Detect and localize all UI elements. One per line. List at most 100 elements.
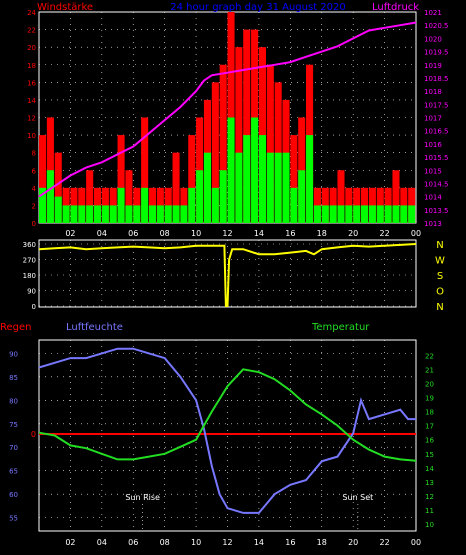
wind-y-tick: 24: [27, 9, 36, 17]
gust-bar: [274, 82, 282, 223]
pressure-tick: 1016.5: [424, 128, 449, 136]
average-bar: [298, 170, 306, 223]
temperature-tick: 13: [425, 479, 434, 487]
wind-y-tick: 22: [27, 27, 36, 35]
gust-bar: [188, 135, 196, 223]
humidity-x-tick: 14: [254, 538, 264, 547]
average-bar: [235, 152, 243, 223]
gust-bar: [392, 170, 400, 223]
temperature-tick: 19: [425, 394, 434, 402]
wind-x-tick: 14: [254, 229, 264, 238]
temperature-tick: 18: [425, 409, 434, 417]
average-bar: [93, 205, 102, 223]
wind-y-tick: 16: [27, 79, 36, 87]
gust-bar: [243, 29, 251, 224]
compass-label: N: [436, 302, 443, 313]
compass-label: N: [436, 240, 443, 251]
gust-bar: [148, 187, 157, 223]
pressure-tick: 1015.5: [424, 154, 449, 162]
gust-bar: [93, 187, 102, 223]
average-bar: [376, 205, 384, 223]
temperature-tick: 11: [425, 507, 434, 515]
gust-bar: [408, 187, 416, 223]
average-bar: [227, 117, 235, 223]
average-bar: [164, 205, 172, 223]
gust-bar: [39, 135, 47, 223]
direction-y-ticks: 0 90 180 270 360: [23, 241, 36, 311]
direction-y-tick: 270: [23, 257, 36, 265]
gust-bar: [117, 135, 125, 223]
average-bar: [282, 152, 290, 223]
pressure-tick: 1018: [424, 88, 442, 96]
humidity-x-tick: 02: [65, 538, 75, 547]
humidity-axis-label: Luftfeuchte: [66, 322, 123, 333]
average-bar: [345, 205, 353, 223]
average-bar: [219, 170, 227, 223]
chart-title: 24 hour graph day 31 August 2020: [170, 2, 346, 13]
average-bar: [156, 205, 164, 223]
humidity-x-tick: 16: [285, 538, 295, 547]
average-bar: [172, 205, 180, 223]
pressure-tick: 1020.5: [424, 22, 449, 30]
direction-y-tick: 360: [23, 241, 36, 249]
wind-x-tick: 20: [348, 229, 358, 238]
humidity-x-tick: 12: [222, 538, 232, 547]
wind-y-tick: 0: [32, 220, 36, 228]
sun-label: Sun Rise: [125, 493, 160, 502]
gust-bar: [321, 187, 329, 223]
sun-label: Sun Set: [342, 493, 373, 502]
gust-bar: [266, 64, 274, 223]
average-bar: [266, 152, 274, 223]
pressure-tick: 1017.5: [424, 101, 449, 109]
gust-bar: [400, 187, 408, 223]
average-bar: [148, 205, 157, 223]
gust-bar: [384, 187, 392, 223]
wind-x-tick: 08: [160, 229, 170, 238]
humidity-tick: 55: [9, 515, 18, 523]
wind-x-tick: 06: [128, 229, 138, 238]
humidity-x-ticks: 02 04 06 08 10 12 14 16 18 20 22 00: [65, 538, 421, 547]
average-bar: [109, 205, 117, 223]
gust-bar: [156, 187, 164, 223]
average-bar: [86, 205, 94, 223]
humidity-x-tick: 18: [317, 538, 327, 547]
average-bar: [141, 187, 149, 223]
gust-bar: [78, 187, 86, 223]
average-bar: [78, 205, 86, 223]
pressure-tick: 1017: [424, 115, 442, 123]
temperature-tick: 16: [425, 437, 434, 445]
humidity-tick: 70: [9, 444, 18, 452]
gust-bar: [313, 187, 321, 223]
average-bar: [400, 205, 408, 223]
temperature-line: [38, 368, 417, 462]
humidity-line: [38, 347, 416, 514]
gust-bar: [337, 170, 345, 223]
pressure-tick: 1018.5: [424, 75, 449, 83]
humidity-tick: 75: [9, 421, 18, 429]
gust-bar: [235, 47, 243, 223]
temperature-tick: 21: [425, 366, 434, 374]
wind-x-tick: 12: [222, 229, 232, 238]
average-bar: [243, 135, 251, 223]
wind-y-tick: 2: [32, 202, 36, 210]
temperature-ticks: 10 11 12 13 14 15 16 17 18 19 20 21 22: [425, 352, 434, 529]
gust-bar: [109, 187, 117, 223]
average-bar: [337, 205, 345, 223]
average-bar: [117, 187, 125, 223]
wind-x-tick: 00: [411, 229, 421, 238]
gust-bar: [180, 187, 188, 223]
wind-y-tick: 12: [27, 115, 36, 123]
humidity-tick: 60: [9, 491, 18, 499]
gust-bar: [54, 152, 62, 223]
wind-x-tick: 16: [285, 229, 295, 238]
pressure-axis-label: Luftdruck: [372, 2, 419, 13]
average-bar: [368, 205, 376, 223]
pressure-ticks: 1013 1013.5 1014 1014.5 1015 1015.5 1016 1016.5…: [424, 9, 449, 228]
average-bar: [361, 205, 369, 223]
wind-y-tick: 4: [32, 185, 37, 193]
gust-bar: [345, 187, 353, 223]
wind-axis-label: Windstärke: [37, 2, 93, 13]
wind-y-tick: 6: [32, 167, 37, 175]
average-bar: [274, 152, 282, 223]
